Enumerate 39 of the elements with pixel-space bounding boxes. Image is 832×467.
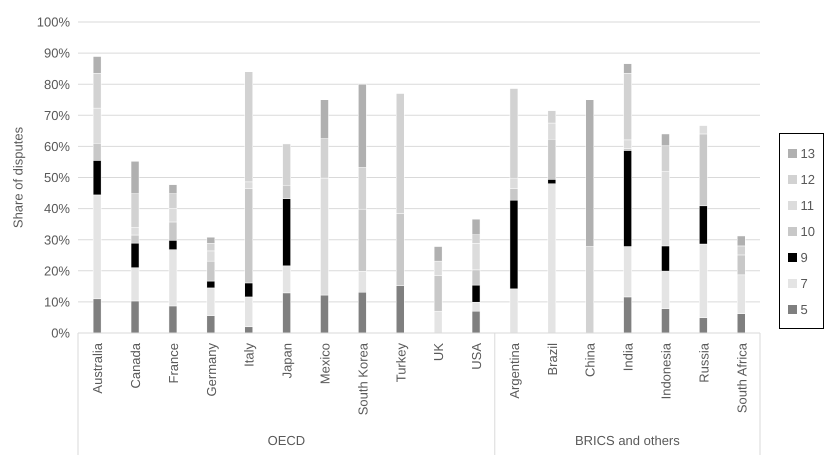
x-tick-label: Indonesia xyxy=(658,342,674,400)
text: BRICS and others xyxy=(575,433,680,448)
y-tick-label: 100% xyxy=(36,14,70,30)
x-tick-label: USA xyxy=(469,342,484,370)
y-tick-label: 60% xyxy=(44,139,70,154)
legend-label: 13 xyxy=(800,146,815,160)
x-tick-label: Mexico xyxy=(318,343,333,384)
x-tick-label: Brazil xyxy=(544,342,560,376)
x-tick-label: Italy xyxy=(242,342,257,367)
x-tick-label: France xyxy=(166,343,181,384)
x-tick-label: Australia xyxy=(90,342,106,394)
x-tick-label: Argentina xyxy=(506,342,522,399)
y-tick-label: 30% xyxy=(44,232,70,248)
y-tick-label: 50% xyxy=(44,170,70,186)
y-tick-label: 90% xyxy=(44,46,70,61)
y-tick-label: 10% xyxy=(44,294,70,310)
x-tick-label: India xyxy=(620,342,636,372)
y-tick-label: 70% xyxy=(44,108,70,123)
x-tick-label: UK xyxy=(431,342,446,362)
x-tick-label: Canada xyxy=(128,342,144,389)
x-tick-label: Japan xyxy=(280,343,295,378)
y-tick-label: 0% xyxy=(51,326,70,341)
legend-label: 5 xyxy=(800,302,808,316)
y-axis-title: Share of disputes xyxy=(10,126,26,228)
legend-label: 9 xyxy=(800,250,808,264)
legend-label: 7 xyxy=(800,276,808,290)
x-tick-label: Russia xyxy=(696,342,712,383)
text: OECD xyxy=(268,433,306,448)
y-tick-label: 40% xyxy=(44,201,70,216)
x-tick-label: South Africa xyxy=(734,342,750,414)
y-tick-label: 20% xyxy=(44,263,70,278)
legend-label: 10 xyxy=(800,224,815,238)
x-tick-label: China xyxy=(582,342,598,377)
x-tick-label: Turkey xyxy=(393,342,408,382)
x-tick-label: South Korea xyxy=(355,342,370,416)
legend-label: 12 xyxy=(800,172,815,186)
y-tick-label: 80% xyxy=(44,76,70,92)
legend-label: 11 xyxy=(800,198,814,212)
x-tick-label: Germany xyxy=(204,342,219,396)
